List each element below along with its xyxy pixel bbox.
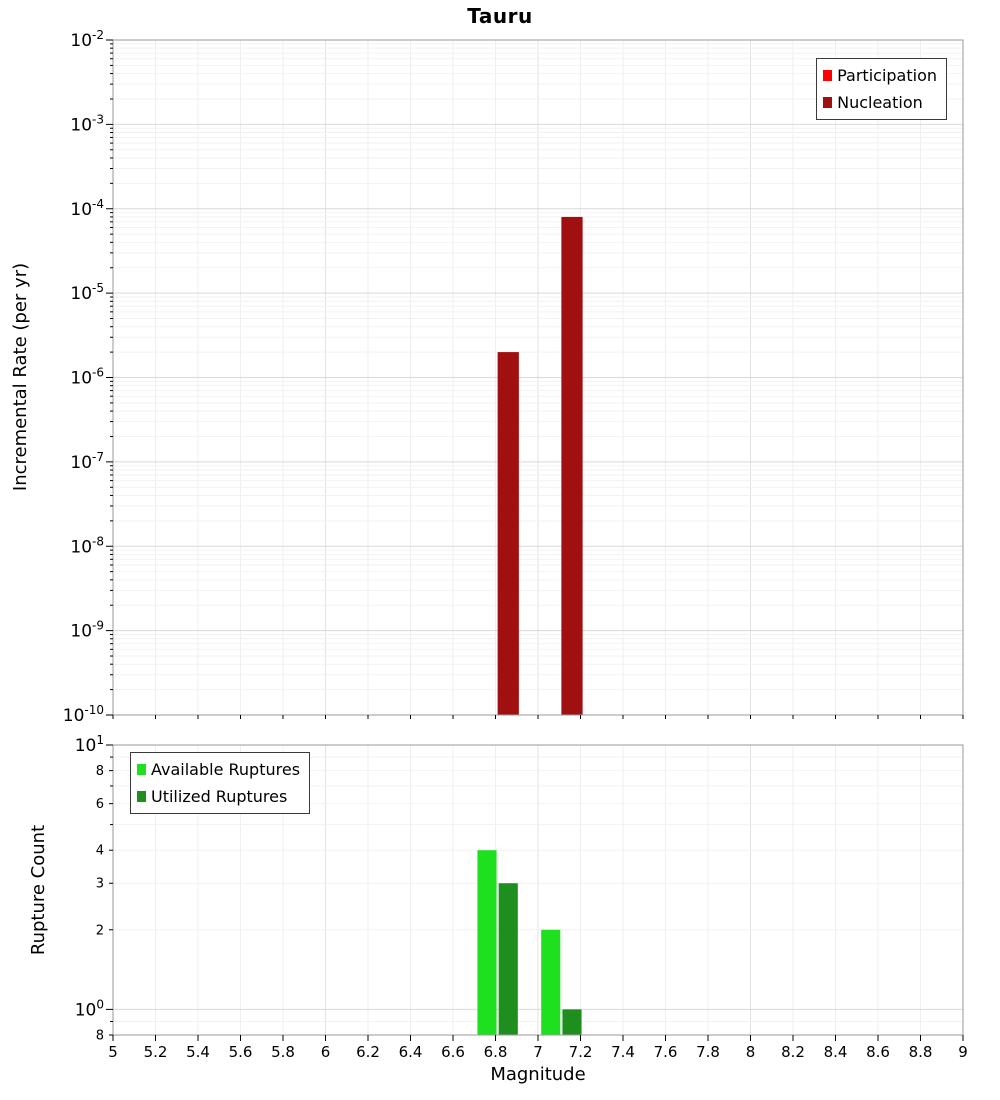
available-ruptures-swatch-icon bbox=[137, 764, 146, 775]
participation-legend-label: Participation bbox=[837, 66, 937, 85]
x-tick-label: 6.4 bbox=[399, 1043, 423, 1061]
x-tick-label: 7.8 bbox=[696, 1043, 720, 1061]
y-tick-label: 3 bbox=[96, 877, 104, 892]
bar-nucleation bbox=[561, 216, 583, 715]
x-tick-label: 5.2 bbox=[144, 1043, 168, 1061]
y-tick-label: 10-7 bbox=[70, 450, 104, 473]
bar-nucleation bbox=[497, 352, 519, 715]
utilized-ruptures-swatch-icon bbox=[137, 791, 146, 802]
legend-item-available-ruptures: Available Ruptures bbox=[137, 756, 300, 783]
available-ruptures-legend-label: Available Ruptures bbox=[151, 760, 301, 779]
nucleation-swatch-icon bbox=[823, 97, 833, 108]
x-tick-label: 6.8 bbox=[484, 1043, 508, 1061]
y-tick-label: 10-8 bbox=[70, 534, 104, 557]
y-tick-label: 10-9 bbox=[70, 619, 104, 642]
y-tick-label: 10-4 bbox=[70, 197, 104, 220]
x-tick-label: 7.6 bbox=[654, 1043, 678, 1061]
legend-rate-panel: Participation Nucleation bbox=[816, 58, 947, 120]
y-tick-label: 10-6 bbox=[70, 366, 104, 389]
x-tick-label: 5.4 bbox=[186, 1043, 210, 1061]
x-axis-label: Magnitude bbox=[490, 1064, 586, 1085]
bar-utilized-ruptures bbox=[498, 883, 518, 1035]
participation-swatch-icon bbox=[823, 70, 833, 81]
x-tick-label: 6 bbox=[321, 1043, 331, 1061]
y-tick-label: 10-3 bbox=[70, 112, 104, 135]
legend-count-panel: Available Ruptures Utilized Ruptures bbox=[130, 752, 311, 814]
y-tick-label: 2 bbox=[96, 923, 104, 938]
y-tick-label: 101 bbox=[75, 733, 104, 756]
rate-panel: 10-2 10-3 10-4 10-5 10-6 10-7 10-8 10-9 10-10 bbox=[63, 28, 964, 726]
x-tick-label: 7.4 bbox=[611, 1043, 635, 1061]
legend-item-nucleation: Nucleation bbox=[823, 89, 937, 116]
x-tick-label: 5.6 bbox=[229, 1043, 253, 1061]
x-tick-label: 6.6 bbox=[441, 1043, 465, 1061]
bar-available-ruptures bbox=[477, 850, 497, 1035]
x-tick-label: 8.6 bbox=[866, 1043, 890, 1061]
y-tick-label: 10-10 bbox=[63, 703, 104, 726]
y-tick-label: 10-2 bbox=[70, 28, 104, 51]
x-tick-label: 8.8 bbox=[909, 1043, 933, 1061]
x-tick-label: 5.8 bbox=[271, 1043, 295, 1061]
x-tick-label: 5 bbox=[108, 1043, 118, 1061]
legend-item-participation: Participation bbox=[823, 62, 937, 89]
y-tick-label: 6 bbox=[96, 797, 104, 812]
bar-utilized-ruptures bbox=[562, 1009, 582, 1035]
utilized-ruptures-legend-label: Utilized Ruptures bbox=[151, 787, 288, 806]
x-tick-label: 9 bbox=[958, 1043, 968, 1061]
y-tick-label: 8 bbox=[96, 764, 104, 779]
x-tick-label: 7 bbox=[533, 1043, 543, 1061]
count-y-axis-label: Rupture Count bbox=[28, 824, 49, 956]
y-tick-label: 100 bbox=[75, 997, 104, 1020]
y-tick-label: 10-5 bbox=[70, 281, 104, 304]
x-tick-label: 8 bbox=[746, 1043, 756, 1061]
y-tick-label: 4 bbox=[96, 844, 104, 859]
x-tick-label: 8.4 bbox=[824, 1043, 848, 1061]
rate-y-axis-label: Incremental Rate (per yr) bbox=[10, 262, 31, 492]
x-tick-label: 7.2 bbox=[569, 1043, 593, 1061]
y-tick-label: 8 bbox=[96, 1029, 104, 1044]
legend-item-utilized-ruptures: Utilized Ruptures bbox=[137, 783, 300, 810]
bar-available-ruptures bbox=[541, 929, 561, 1035]
nucleation-legend-label: Nucleation bbox=[837, 93, 923, 112]
x-tick-label: 6.2 bbox=[356, 1043, 380, 1061]
x-tick-label: 8.2 bbox=[781, 1043, 805, 1061]
chart-title: Tauru bbox=[467, 4, 533, 28]
